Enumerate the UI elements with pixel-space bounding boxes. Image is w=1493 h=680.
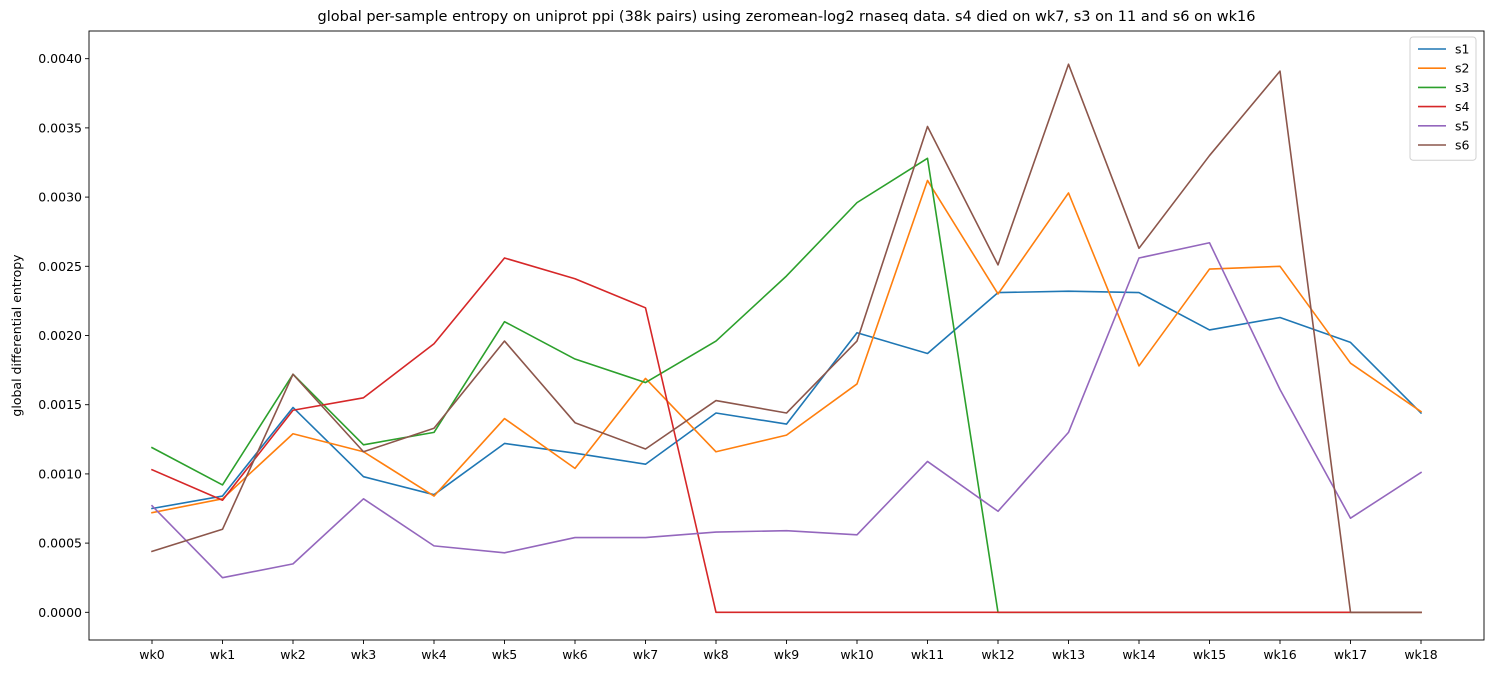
- legend-label-s2: s2: [1455, 61, 1469, 76]
- x-tick-label: wk3: [351, 647, 376, 662]
- series-line-s4: [150, 257, 1422, 614]
- plot-frame: [88, 30, 1485, 641]
- x-tick-label: wk10: [840, 647, 873, 662]
- x-tick-label: wk7: [633, 647, 658, 662]
- series-line-s3: [150, 157, 1422, 614]
- x-tick-label: wk1: [210, 647, 235, 662]
- x-tick-label: wk18: [1404, 647, 1437, 662]
- x-tick-label: wk9: [774, 647, 799, 662]
- legend-label-s4: s4: [1455, 99, 1470, 114]
- y-tick-label: 0.0025: [38, 259, 82, 274]
- y-tick-label: 0.0010: [38, 466, 82, 481]
- y-tick-label: 0.0040: [38, 51, 82, 66]
- x-tick-label: wk11: [911, 647, 944, 662]
- chart-title: global per-sample entropy on uniprot ppi…: [318, 9, 1256, 25]
- plot-area: wk0 wk1 wk2 wk3 wk4 wk5 wk6 wk7 wk8 wk9 wk10 wk11 wk…: [38, 30, 1485, 662]
- x-tick-label: wk14: [1122, 647, 1155, 662]
- x-tick-label: wk16: [1263, 647, 1296, 662]
- x-tick-label: wk6: [562, 647, 587, 662]
- x-tick-label: wk8: [703, 647, 728, 662]
- y-tick-label: 0.0015: [38, 397, 82, 412]
- series-line-s5: [150, 241, 1423, 579]
- y-tick-label: 0.0030: [38, 190, 82, 205]
- x-tick-label: wk0: [139, 647, 164, 662]
- legend-label-s6: s6: [1455, 138, 1470, 153]
- legend-label-s3: s3: [1455, 80, 1469, 95]
- series-line-s6: [150, 63, 1422, 614]
- y-tick-label: 0.0020: [38, 328, 82, 343]
- legend: s1 s2 s3 s4 s5 s6: [1409, 36, 1477, 161]
- legend-label-s5: s5: [1455, 118, 1469, 133]
- y-tick-label: 0.0005: [38, 536, 82, 551]
- y-tick-label: 0.0000: [38, 605, 82, 620]
- x-tick-label: wk17: [1334, 647, 1367, 662]
- x-tick-label: wk15: [1193, 647, 1226, 662]
- y-tick-label: 0.0035: [38, 120, 82, 135]
- series-line-s1: [151, 290, 1423, 510]
- x-tick-label: wk4: [421, 647, 446, 662]
- x-tick-label: wk12: [981, 647, 1014, 662]
- legend-label-s1: s1: [1455, 42, 1469, 57]
- x-tick-label: wk13: [1052, 647, 1085, 662]
- y-axis-label: global differential entropy: [9, 254, 24, 417]
- x-tick-label: wk5: [492, 647, 517, 662]
- x-tick-label: wk2: [280, 647, 305, 662]
- series-line-s2: [151, 179, 1423, 514]
